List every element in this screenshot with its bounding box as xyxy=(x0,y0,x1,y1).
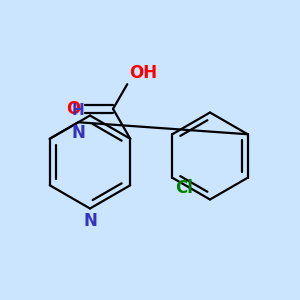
Text: N: N xyxy=(83,212,97,230)
Text: H: H xyxy=(72,103,85,118)
Text: OH: OH xyxy=(129,64,157,82)
Text: O: O xyxy=(66,100,80,118)
Text: Cl: Cl xyxy=(175,179,193,197)
Text: N: N xyxy=(71,124,85,142)
